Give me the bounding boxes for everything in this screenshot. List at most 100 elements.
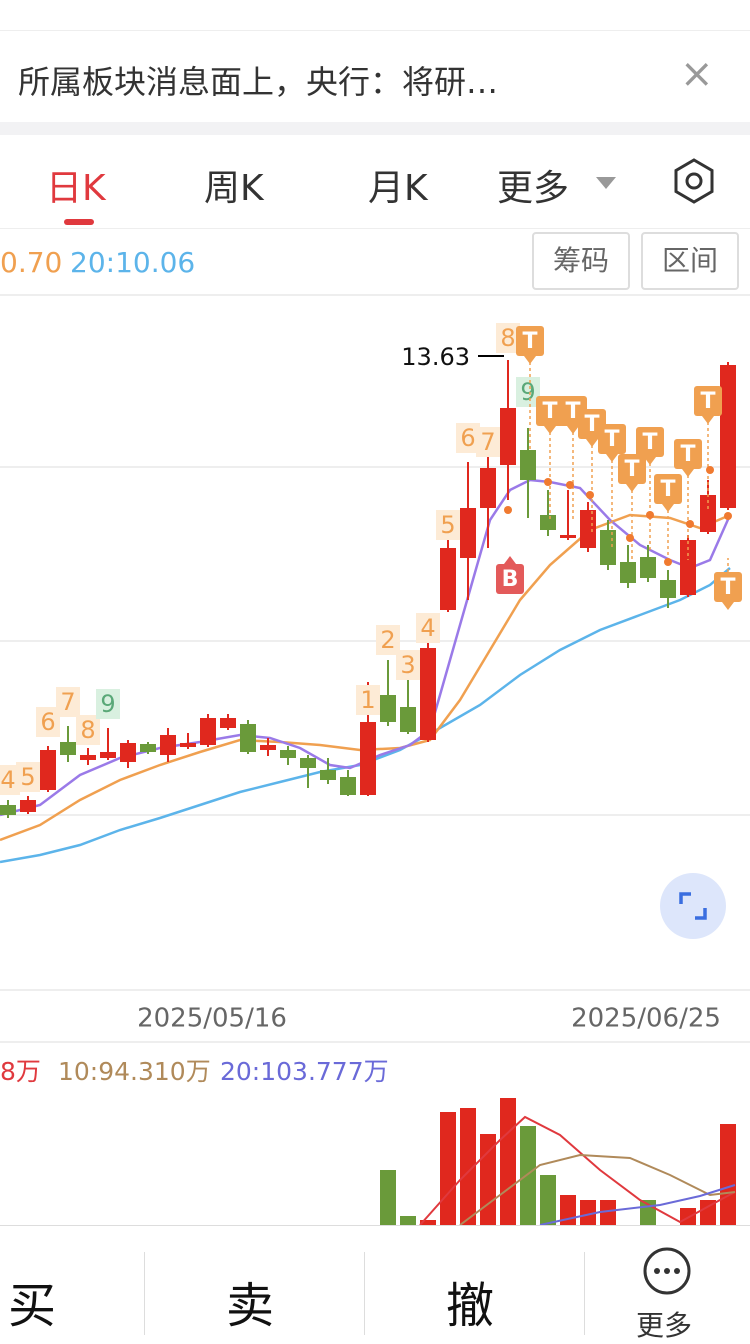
seq-label: 7 — [60, 688, 75, 716]
signal-tag — [516, 326, 544, 356]
seq-bg — [356, 685, 380, 715]
vol-legend: 10:94.310万 — [58, 1057, 211, 1086]
signal-label: B — [502, 567, 519, 592]
dropdown-arrow — [596, 177, 616, 189]
ma-line — [0, 567, 731, 864]
seq-label: 4 — [420, 614, 435, 642]
tab[interactable]: 月K — [368, 168, 428, 209]
signal-label: T — [680, 442, 695, 467]
candle-body — [180, 743, 196, 747]
candle-body — [660, 580, 676, 598]
date-label: 2025/05/16 — [137, 1004, 287, 1034]
signal-tag — [536, 396, 564, 426]
signal-label: T — [522, 329, 537, 354]
signal-label: T — [565, 399, 580, 424]
candle-body — [240, 724, 256, 752]
news-bar[interactable]: 所属板块消息面上，央行：将研… × — [0, 30, 750, 123]
tab-bar: 日K 周K 月K 更多 — [0, 135, 750, 229]
candle-body — [320, 770, 336, 780]
signal-pointer — [644, 457, 656, 465]
cancel-button[interactable]: 撤 — [446, 1278, 495, 1334]
action-bar: 买 卖 撤 更多 — [0, 1225, 750, 1342]
ma-dot — [504, 506, 512, 514]
candle-body — [720, 365, 736, 508]
ma-dot — [664, 558, 672, 566]
candle-body — [280, 750, 296, 758]
candle-body — [380, 695, 396, 722]
candle-body — [460, 508, 476, 558]
close-icon[interactable]: × — [680, 51, 714, 97]
seq-label: 5 — [20, 763, 35, 791]
signal-label: T — [720, 575, 735, 600]
candle-body — [260, 745, 276, 750]
more-button[interactable]: 更多 — [636, 1309, 693, 1342]
volume-bar — [580, 1200, 596, 1225]
signal-label: T — [642, 430, 657, 455]
signal-pointer — [544, 426, 556, 434]
seq-label: 9 — [520, 378, 535, 406]
seq-label: 6 — [40, 708, 55, 736]
tab[interactable]: 更多 — [497, 168, 570, 209]
signal-pointer — [626, 484, 638, 492]
tab-indicator — [64, 219, 94, 225]
candle-body — [640, 557, 656, 578]
signal-label: T — [660, 477, 675, 502]
ma-dot — [706, 466, 714, 474]
candle-body — [480, 468, 496, 508]
signal-pointer — [524, 356, 536, 364]
signal-pointer — [682, 469, 694, 477]
grid — [0, 294, 750, 1043]
candle-body — [440, 548, 456, 610]
candle-body — [420, 648, 436, 740]
seq-label: 8 — [80, 716, 95, 744]
volume-bar — [400, 1216, 416, 1225]
signal-tag — [714, 572, 742, 602]
signal-tag — [496, 564, 524, 594]
high-label: 13.63 — [401, 343, 470, 371]
volume-bar — [600, 1200, 616, 1225]
buy-button[interactable]: 买 — [8, 1278, 57, 1334]
ma-dot — [724, 512, 732, 520]
signal-tag — [694, 386, 722, 416]
volume-ma — [419, 1115, 736, 1225]
candle-body — [520, 450, 536, 480]
ma-label: 0.70 — [0, 246, 63, 279]
ma-dot — [544, 478, 552, 486]
chip-button[interactable]: 筹码 — [532, 232, 630, 290]
candle-body — [680, 540, 696, 595]
sell-button[interactable]: 卖 — [226, 1278, 275, 1334]
fullscreen-icon — [679, 892, 707, 920]
seq-label: 8 — [500, 324, 515, 352]
candle-body — [600, 530, 616, 565]
candle-body — [140, 744, 156, 752]
volume-bar — [720, 1124, 736, 1225]
candle-body — [560, 535, 576, 538]
volume-ma — [539, 1184, 736, 1225]
tab[interactable]: 日K — [46, 168, 106, 209]
more-icon — [643, 1247, 691, 1295]
volume-bar — [540, 1175, 556, 1225]
volume-bar — [440, 1112, 456, 1225]
range-button[interactable]: 区间 — [641, 232, 739, 290]
tab[interactable]: 周K — [204, 168, 264, 209]
signal-tag — [598, 424, 626, 454]
seq-label: 7 — [480, 428, 495, 456]
signal-pointer — [567, 426, 579, 434]
fullscreen-button[interactable] — [660, 873, 726, 939]
vol-legend: 20:103.777万 — [220, 1057, 389, 1086]
signal-pointer — [662, 504, 674, 512]
signal-tag — [636, 427, 664, 457]
volume-bar — [520, 1126, 536, 1225]
ma-dot — [586, 491, 594, 499]
signal-label: T — [584, 412, 599, 437]
candle-body — [400, 707, 416, 732]
candle-body — [200, 718, 216, 745]
seq-label: 4 — [0, 766, 15, 794]
seq-label: 2 — [380, 626, 395, 654]
signal-pointer — [504, 556, 516, 564]
settings-icon[interactable] — [670, 157, 718, 205]
seq-bg — [96, 689, 120, 719]
candle-body — [540, 515, 556, 530]
seq-bg — [0, 765, 20, 795]
